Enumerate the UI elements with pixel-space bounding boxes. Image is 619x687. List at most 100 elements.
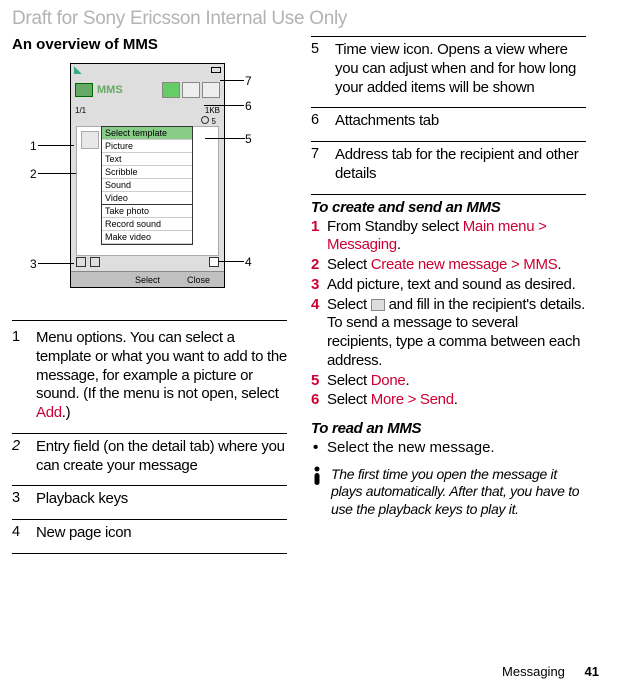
footer-page: 41 — [585, 664, 599, 679]
overview-title: An overview of MMS — [12, 36, 287, 53]
mms-phone-illustration: MMS 1/1 1KB 5 — [30, 59, 260, 304]
mms-header: MMS — [71, 76, 224, 104]
left-entries: 1 Menu options. You can select a templat… — [12, 329, 287, 554]
entry-text: New page icon — [36, 524, 287, 543]
mms-tabs — [162, 82, 220, 98]
divider — [12, 433, 287, 434]
phone-frame: MMS 1/1 1KB 5 — [70, 63, 225, 288]
entry-text: Time view icon. Opens a view where you c… — [335, 41, 586, 97]
callout-7: 7 — [245, 74, 252, 88]
entry-num: 3 — [12, 490, 22, 509]
entry-num: 5 — [311, 41, 321, 97]
signal-icons — [74, 66, 82, 74]
divider — [311, 107, 586, 108]
softkey-mid[interactable]: Select — [122, 272, 173, 287]
menu-item-picture[interactable]: Picture — [102, 140, 192, 153]
list-item: Select More > Send. — [327, 391, 586, 410]
table-row: 1 Menu options. You can select a templat… — [12, 329, 287, 423]
table-row: 3 Playback keys — [12, 490, 287, 509]
draft-header: Draft for Sony Ericsson Internal Use Onl… — [12, 8, 607, 30]
left-column: An overview of MMS MMS — [12, 36, 287, 558]
divider — [311, 141, 586, 142]
entry-text: Menu options. You can select a template … — [36, 329, 287, 423]
right-entries: 5 Time view icon. Opens a view where you… — [311, 41, 586, 195]
entry-num: 4 — [12, 524, 22, 543]
footer-section: Messaging — [502, 664, 565, 679]
list-item: Select Create new message > MMS. — [327, 256, 586, 275]
time-view-icon[interactable] — [201, 116, 209, 124]
playback-play-icon[interactable] — [90, 257, 100, 267]
mms-label: MMS — [97, 84, 123, 96]
callout-5: 5 — [245, 132, 252, 146]
info-icon — [311, 466, 321, 519]
read-heading: To read an MMS — [311, 420, 586, 437]
file-size: 1KB — [205, 106, 220, 115]
list-item: Select and fill in the recipient's detai… — [327, 296, 586, 371]
callout-1: 1 — [30, 139, 37, 153]
create-heading: To create and send an MMS — [311, 199, 586, 216]
duration-bar: 5 — [71, 116, 224, 126]
divider — [12, 485, 287, 486]
table-row: 5 Time view icon. Opens a view where you… — [311, 41, 586, 97]
soft-key-bar: Select Close — [71, 271, 224, 287]
note: The first time you open the message it p… — [311, 466, 586, 519]
callout-3: 3 — [30, 257, 37, 271]
divider — [311, 36, 586, 37]
entry-text: Attachments tab — [335, 112, 586, 131]
read-bullets: Select the new message. — [311, 439, 586, 458]
table-row: 2 Entry field (on the detail tab) where … — [12, 438, 287, 476]
size-bar: 1/1 1KB — [71, 104, 224, 116]
softkey-left[interactable] — [71, 272, 122, 287]
mms-envelope-icon — [75, 83, 93, 97]
entry-text: Playback keys — [36, 490, 287, 509]
menu-item-text[interactable]: Text — [102, 153, 192, 166]
menu-path: Create new message > MMS — [371, 256, 558, 273]
callout-2: 2 — [30, 167, 37, 181]
callout-6: 6 — [245, 99, 252, 113]
menu-item-take-photo[interactable]: Take photo — [102, 205, 192, 218]
ui-action: Add — [36, 404, 62, 421]
note-text: The first time you open the message it p… — [331, 466, 586, 519]
menu-item-video[interactable]: Video — [102, 192, 192, 205]
entry-text: Entry field (on the detail tab) where yo… — [36, 438, 287, 476]
entry-num: 1 — [12, 329, 22, 423]
table-row: 7 Address tab for the recipient and othe… — [311, 146, 586, 184]
menu-path: Done — [371, 372, 406, 389]
right-column: 5 Time view icon. Opens a view where you… — [311, 36, 586, 558]
list-item: Add picture, text and sound as desired. — [327, 276, 586, 295]
list-item: From Standby select Main menu > Messagin… — [327, 218, 586, 256]
entry-text: Address tab for the recipient and other … — [335, 146, 586, 184]
divider — [12, 553, 287, 554]
new-page-icon[interactable] — [209, 257, 219, 267]
menu-item-select-template[interactable]: Select template — [102, 127, 192, 140]
menu-path: More > Send — [371, 391, 454, 408]
playback-bar — [76, 255, 219, 269]
duration-value: 5 — [212, 117, 216, 126]
attachments-tab-icon[interactable] — [182, 82, 200, 98]
address-tab-icon — [371, 299, 385, 311]
entry-num: 6 — [311, 112, 321, 131]
entry-num: 2 — [12, 438, 22, 476]
detail-tab-icon[interactable] — [162, 82, 180, 98]
status-bar — [71, 64, 224, 76]
softkey-right[interactable]: Close — [173, 272, 224, 287]
address-tab-icon[interactable] — [202, 82, 220, 98]
menu-item-make-video[interactable]: Make video — [102, 231, 192, 244]
menu-popup[interactable]: Select template Picture Text Scribble So… — [101, 126, 193, 245]
content-columns: An overview of MMS MMS — [12, 36, 607, 558]
divider — [12, 519, 287, 520]
entry-num: 7 — [311, 146, 321, 184]
menu-item-sound[interactable]: Sound — [102, 179, 192, 192]
add-icon[interactable] — [81, 131, 99, 149]
divider — [311, 194, 586, 195]
list-item: Select the new message. — [327, 439, 586, 458]
callout-4: 4 — [245, 255, 252, 269]
page-indicator: 1/1 — [75, 106, 86, 115]
menu-item-record-sound[interactable]: Record sound — [102, 218, 192, 231]
playback-prev-icon[interactable] — [76, 257, 86, 267]
table-row: 4 New page icon — [12, 524, 287, 543]
menu-item-scribble[interactable]: Scribble — [102, 166, 192, 179]
table-row: 6 Attachments tab — [311, 112, 586, 131]
list-item: Select Done. — [327, 372, 586, 391]
footer: Messaging 41 — [502, 664, 599, 679]
